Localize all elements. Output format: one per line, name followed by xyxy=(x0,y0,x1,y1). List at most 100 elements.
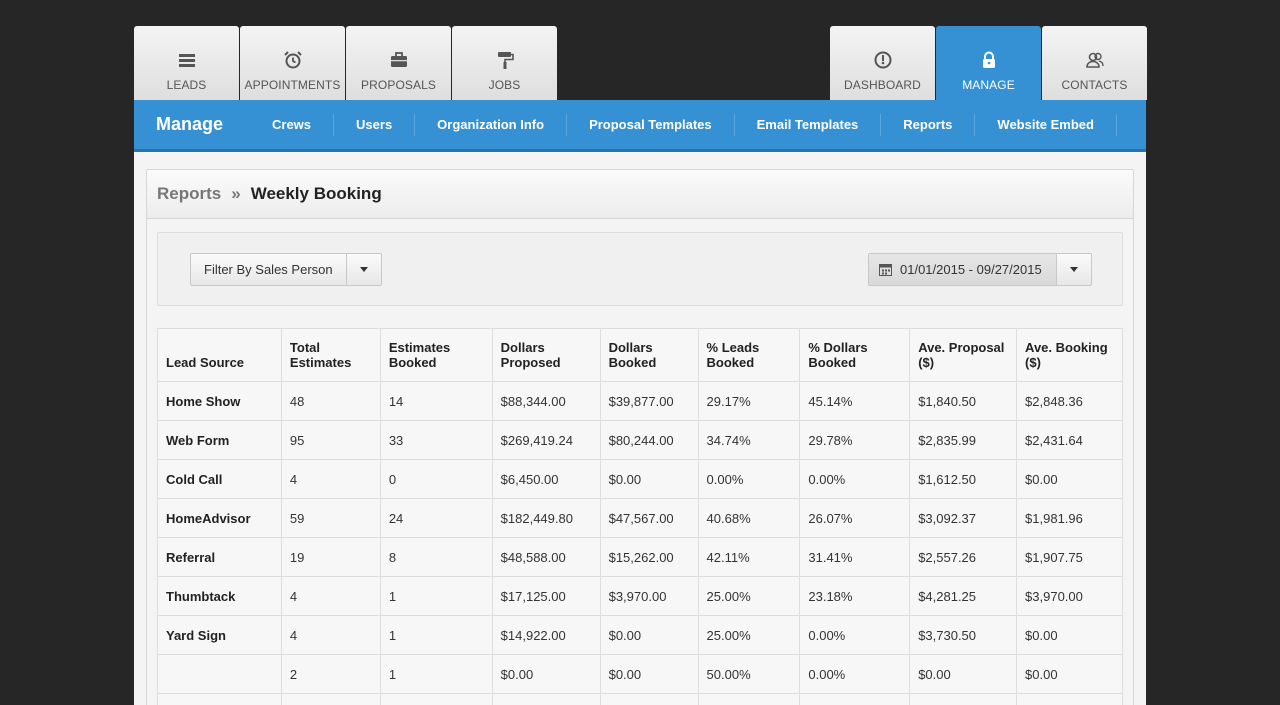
tab-label: MANAGE xyxy=(962,78,1015,92)
table-cell: $3,092.37 xyxy=(909,498,1018,538)
table-cell: $4,281.25 xyxy=(909,576,1018,616)
table-cell: 1 xyxy=(379,615,493,655)
column-header-text: Booked xyxy=(388,355,437,370)
subnav-item-users[interactable]: Users xyxy=(334,113,416,136)
lead-source-cell xyxy=(157,654,282,694)
table-cell: 95 xyxy=(280,420,381,460)
paint-roller-icon xyxy=(495,50,515,70)
breadcrumb-reports-link[interactable]: Reports xyxy=(157,184,222,203)
tab-jobs[interactable]: JOBS xyxy=(452,26,557,100)
lead-source-cell: Referral xyxy=(157,537,282,577)
table-cell: $6,450.00 xyxy=(491,459,601,499)
column-header-text: Booked xyxy=(706,355,755,370)
tab-leads[interactable]: LEADS xyxy=(134,26,239,100)
table-cell: 0.00% xyxy=(799,459,911,499)
table-cell: 4 xyxy=(280,459,381,499)
sales-person-dropdown-toggle[interactable] xyxy=(347,254,381,285)
subnav-item-website-embed[interactable]: Website Embed xyxy=(975,113,1117,136)
table-cell: 33 xyxy=(379,420,493,460)
table-cell: $0.00 xyxy=(1016,459,1123,499)
column-header-text: ($) xyxy=(1025,355,1041,370)
column-header-text: Estimates xyxy=(388,340,451,355)
table-row: Referral 19 8 $48,588.00 $15,262.00 42.11% 31.… xyxy=(157,537,1123,577)
calendar-icon xyxy=(879,263,892,276)
subnav-item-email-templates[interactable]: Email Templates xyxy=(735,113,882,136)
column-header: % Dollars Booked xyxy=(799,328,911,382)
column-header: % Leads Booked xyxy=(697,328,801,382)
table-cell: 8 xyxy=(379,537,493,577)
tab-label: APPOINTMENTS xyxy=(244,78,341,92)
column-header: Ave. Proposal ($) xyxy=(909,328,1018,382)
main-tabs-left: LEADS APPOINTMENTS PROPOSALS JOBS xyxy=(134,26,557,100)
table-cell: 1 xyxy=(379,576,493,616)
main-tabs-right: DASHBOARD MANAGE CONTACTS xyxy=(830,26,1147,100)
report-panel: Reports » Weekly Booking Filter By Sales… xyxy=(146,169,1134,705)
table-row: Cold Call 4 0 $6,450.00 $0.00 0.00% 0.00% $1,61… xyxy=(157,459,1123,499)
table-cell: 24 xyxy=(379,498,493,538)
briefcase-icon xyxy=(389,50,409,70)
table-row: Home Show 48 14 $88,344.00 $39,877.00 29.17% 4… xyxy=(157,381,1123,421)
table-cell: $0.00 xyxy=(1016,654,1123,694)
column-header-text: Dollars xyxy=(608,340,653,355)
table-cell: $3,970.00 xyxy=(599,576,699,616)
manage-subnav: Manage Crews Users Organization Info Propos… xyxy=(134,100,1146,152)
tab-appointments[interactable]: APPOINTMENTS xyxy=(240,26,345,100)
table-header-row: Lead Source Total Estimates Estimates Booked… xyxy=(157,328,1123,382)
table-row: Yard Sign 4 1 $14,922.00 $0.00 25.00% 0.00% $3,… xyxy=(157,615,1123,655)
subnav-item-organization-info[interactable]: Organization Info xyxy=(415,113,568,136)
list-icon xyxy=(177,50,197,70)
subnav-items: Crews Users Organization Info Proposal Temp… xyxy=(250,113,1117,136)
table-cell: 2 xyxy=(280,654,381,694)
table-cell xyxy=(599,693,699,705)
column-header-text: % Dollars xyxy=(808,340,868,355)
column-header-text: Proposed xyxy=(500,355,561,370)
table-row: Thumbtack 4 1 $17,125.00 $3,970.00 25.00% 23.1… xyxy=(157,576,1123,616)
table-cell xyxy=(1016,693,1123,705)
tab-manage[interactable]: MANAGE xyxy=(936,26,1041,100)
column-header: Dollars Booked xyxy=(599,328,699,382)
table-cell: $14,922.00 xyxy=(491,615,601,655)
chevron-down-icon xyxy=(1069,267,1078,272)
table-cell: $0.00 xyxy=(599,459,699,499)
lead-source-cell: Home Show xyxy=(157,381,282,421)
tab-contacts[interactable]: CONTACTS xyxy=(1042,26,1147,100)
table-cell: 0 xyxy=(379,459,493,499)
table-cell: $15,262.00 xyxy=(599,537,699,577)
table-cell: $1,840.50 xyxy=(909,381,1018,421)
table-cell: 25.00% xyxy=(697,615,801,655)
lead-source-cell xyxy=(157,693,282,705)
table-cell xyxy=(491,693,601,705)
lead-source-cell: Cold Call xyxy=(157,459,282,499)
lead-source-cell: Thumbtack xyxy=(157,576,282,616)
table-cell: $47,567.00 xyxy=(599,498,699,538)
chevron-down-icon xyxy=(359,267,368,272)
tab-dashboard[interactable]: DASHBOARD xyxy=(830,26,935,100)
table-row: HomeAdvisor 59 24 $182,449.80 $47,567.00 40.6… xyxy=(157,498,1123,538)
table-cell: $182,449.80 xyxy=(491,498,601,538)
table-cell: 4 xyxy=(280,615,381,655)
column-header-text: Ave. Booking xyxy=(1025,340,1108,355)
table-cell: 40.68% xyxy=(697,498,801,538)
column-header-text: % Leads xyxy=(706,340,760,355)
table-cell: $17,125.00 xyxy=(491,576,601,616)
tab-proposals[interactable]: PROPOSALS xyxy=(346,26,451,100)
table-cell xyxy=(799,693,911,705)
date-range-filter: 01/01/2015 - 09/27/2015 xyxy=(868,253,1092,286)
filter-bar: Filter By Sales Person 01/01/2015 - 09/2… xyxy=(157,232,1123,306)
sales-person-filter-button[interactable]: Filter By Sales Person xyxy=(191,254,347,285)
table-cell: 0.00% xyxy=(799,654,911,694)
subnav-brand: Manage xyxy=(156,114,224,134)
table-row: Web Form 95 33 $269,419.24 $80,244.00 34.74% 2… xyxy=(157,420,1123,460)
table-cell: $48,588.00 xyxy=(491,537,601,577)
table-cell xyxy=(697,693,801,705)
column-header: Dollars Proposed xyxy=(491,328,601,382)
date-range-button[interactable]: 01/01/2015 - 09/27/2015 xyxy=(869,254,1057,285)
subnav-item-proposal-templates[interactable]: Proposal Templates xyxy=(567,113,735,136)
subnav-item-crews[interactable]: Crews xyxy=(250,113,335,136)
subnav-item-reports[interactable]: Reports xyxy=(881,113,976,136)
table-cell xyxy=(909,693,1018,705)
date-range-dropdown-toggle[interactable] xyxy=(1057,254,1091,285)
table-cell: 4 xyxy=(280,576,381,616)
tab-label: DASHBOARD xyxy=(844,78,921,92)
table-cell: $3,970.00 xyxy=(1016,576,1123,616)
